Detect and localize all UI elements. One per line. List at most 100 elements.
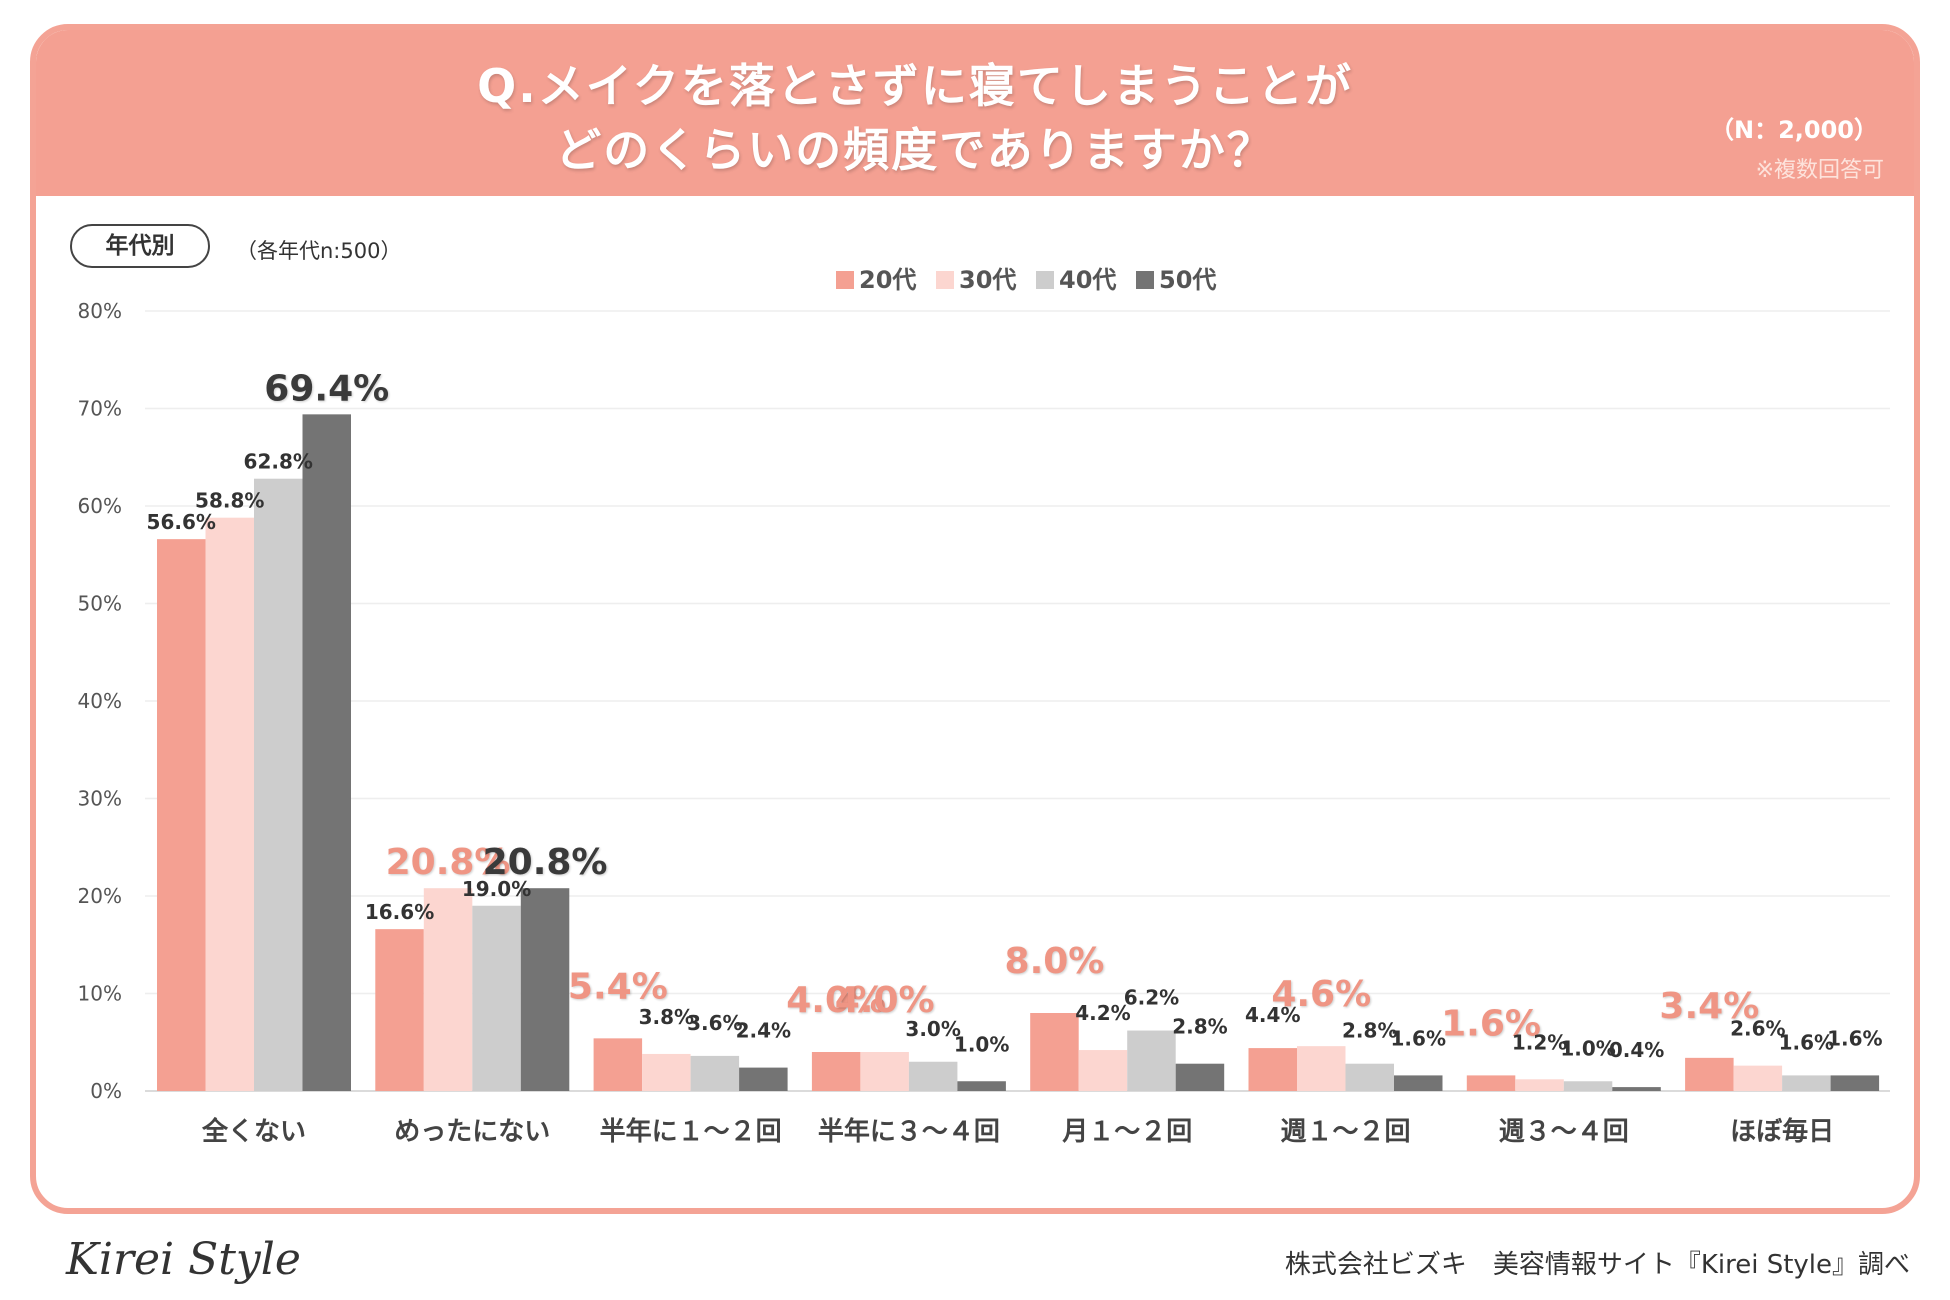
legend-swatch-20s (836, 271, 854, 289)
y-tick-label: 60% (78, 494, 122, 518)
data-label-20s: 4.0% (786, 980, 886, 1021)
x-category-label: ほぼ毎日 (1730, 1117, 1834, 1147)
y-tick-label: 50% (78, 592, 122, 616)
data-label-50s: 1.0% (954, 1032, 1009, 1056)
bar-40s (690, 1055, 740, 1091)
segment-note: （各年代n:500） (236, 239, 402, 263)
y-tick-label: 0% (90, 1079, 122, 1103)
bar-30s (642, 1053, 691, 1091)
bar-20s (375, 929, 424, 1091)
x-category-label: 半年に１～２回 (600, 1116, 782, 1147)
x-category-label: 月１～２回 (1061, 1117, 1192, 1147)
data-label-20s: 1.6% (1441, 1003, 1541, 1044)
bar-40s (908, 1061, 958, 1091)
sample-size-note: （N：2,000） (1710, 116, 1878, 144)
data-label-20s: 56.6% (147, 510, 216, 534)
bar-20s (1466, 1075, 1516, 1091)
legend-item-50s: 50代 (1136, 260, 1216, 295)
legend-item-40s: 40代 (1036, 260, 1116, 295)
data-label-50s: 20.8% (483, 842, 608, 883)
bar-20s (811, 1052, 861, 1091)
y-tick-label: 10% (78, 982, 122, 1006)
bar-50s (739, 1067, 788, 1091)
data-label-20s: 8.0% (1005, 941, 1105, 982)
question-title-line1: Q.メイクを落とさずに寝てしまうことが (477, 59, 1353, 113)
bar-40s (472, 905, 521, 1091)
bar-50s (1175, 1063, 1225, 1091)
data-label-40s: 1.0% (1560, 1036, 1615, 1060)
data-label-30s: 1.2% (1512, 1030, 1567, 1054)
data-label-30s: 4.0% (835, 980, 935, 1021)
bar-40s (254, 478, 303, 1091)
bar-30s (1515, 1079, 1564, 1091)
legend-swatch-40s (1036, 271, 1054, 289)
data-label-40s: 62.8% (244, 450, 313, 474)
data-label-50s: 1.6% (1827, 1026, 1882, 1050)
header-banner: Q.メイクを落とさずに寝てしまうことが どのくらいの頻度でありますか？ （N：2… (36, 30, 1914, 196)
data-label-20s: 5.4% (568, 966, 668, 1007)
bar-50s (1394, 1075, 1443, 1091)
x-category-label: 週１～２回 (1280, 1117, 1410, 1147)
legend-swatch-50s (1136, 271, 1154, 289)
legend-label-50s: 50代 (1159, 266, 1217, 294)
y-tick-label: 30% (78, 787, 122, 811)
bar-50s (302, 414, 351, 1092)
bar-40s (1563, 1081, 1613, 1091)
data-label-50s: 69.4% (264, 368, 389, 409)
data-label-40s: 3.6% (687, 1011, 742, 1035)
bar-40s (1345, 1063, 1394, 1091)
multiple-answer-note: ※複数回答可 (1755, 158, 1884, 183)
data-label-30s: 3.8% (639, 1005, 694, 1029)
legend-item-30s: 30代 (936, 260, 1016, 295)
question-title-line2: どのくらいの頻度でありますか？ (555, 123, 1275, 177)
y-tick-label: 20% (78, 884, 122, 908)
x-category-label: 半年に３～４回 (818, 1116, 1000, 1147)
data-label-30s: 20.8% (386, 842, 511, 883)
legend-label-40s: 40代 (1059, 266, 1117, 294)
y-tick-label: 70% (78, 397, 122, 421)
survey-credit: 株式会社ビズキ 美容情報サイト『Kirei Style』調べ (1284, 1250, 1910, 1280)
bar-50s (1612, 1087, 1661, 1091)
bar-40s (1127, 1030, 1176, 1091)
data-label-40s: 1.6% (1779, 1030, 1834, 1054)
data-label-40s: 19.0% (462, 877, 531, 901)
bar-30s (1078, 1050, 1128, 1091)
data-label-50s: 2.8% (1172, 1015, 1227, 1039)
legend-label-20s: 20代 (859, 266, 917, 294)
bar-30s (423, 888, 473, 1091)
data-label-40s: 3.0% (905, 1017, 960, 1041)
x-category-label: 週３～４回 (1499, 1117, 1629, 1147)
x-category-label: 全くない (201, 1116, 306, 1147)
legend-label-30s: 30代 (959, 266, 1017, 294)
legend-swatch-30s (936, 271, 954, 289)
data-label-20s: 3.4% (1659, 986, 1759, 1027)
bar-20s (593, 1038, 643, 1091)
data-label-20s: 16.6% (365, 900, 434, 924)
segment-badge: 年代別 (70, 224, 210, 268)
bar-50s (957, 1081, 1006, 1091)
data-label-20s: 4.4% (1245, 1003, 1300, 1027)
bar-20s (1248, 1048, 1297, 1091)
bar-50s (1830, 1075, 1880, 1091)
kirei-style-logo: Kirei Style (66, 1234, 301, 1285)
data-label-40s: 6.2% (1124, 986, 1179, 1010)
bar-20s (157, 539, 206, 1091)
data-label-50s: 2.4% (736, 1019, 791, 1043)
bar-30s (1733, 1065, 1783, 1091)
bar-40s (1782, 1075, 1831, 1091)
data-label-50s: 1.6% (1391, 1026, 1446, 1050)
legend-item-20s: 20代 (836, 260, 916, 295)
data-label-30s: 4.2% (1075, 1001, 1130, 1025)
y-tick-label: 40% (78, 689, 122, 713)
data-label-40s: 2.8% (1342, 1019, 1397, 1043)
bar-30s (1297, 1046, 1346, 1091)
data-label-30s: 4.6% (1271, 974, 1371, 1015)
bar-30s (860, 1052, 909, 1091)
data-label-50s: 0.4% (1609, 1038, 1664, 1062)
bar-30s (205, 517, 254, 1091)
x-category-label: めったにない (394, 1117, 550, 1147)
bar-20s (1030, 1013, 1079, 1091)
bar-20s (1685, 1057, 1734, 1091)
y-tick-label: 80% (78, 299, 122, 323)
